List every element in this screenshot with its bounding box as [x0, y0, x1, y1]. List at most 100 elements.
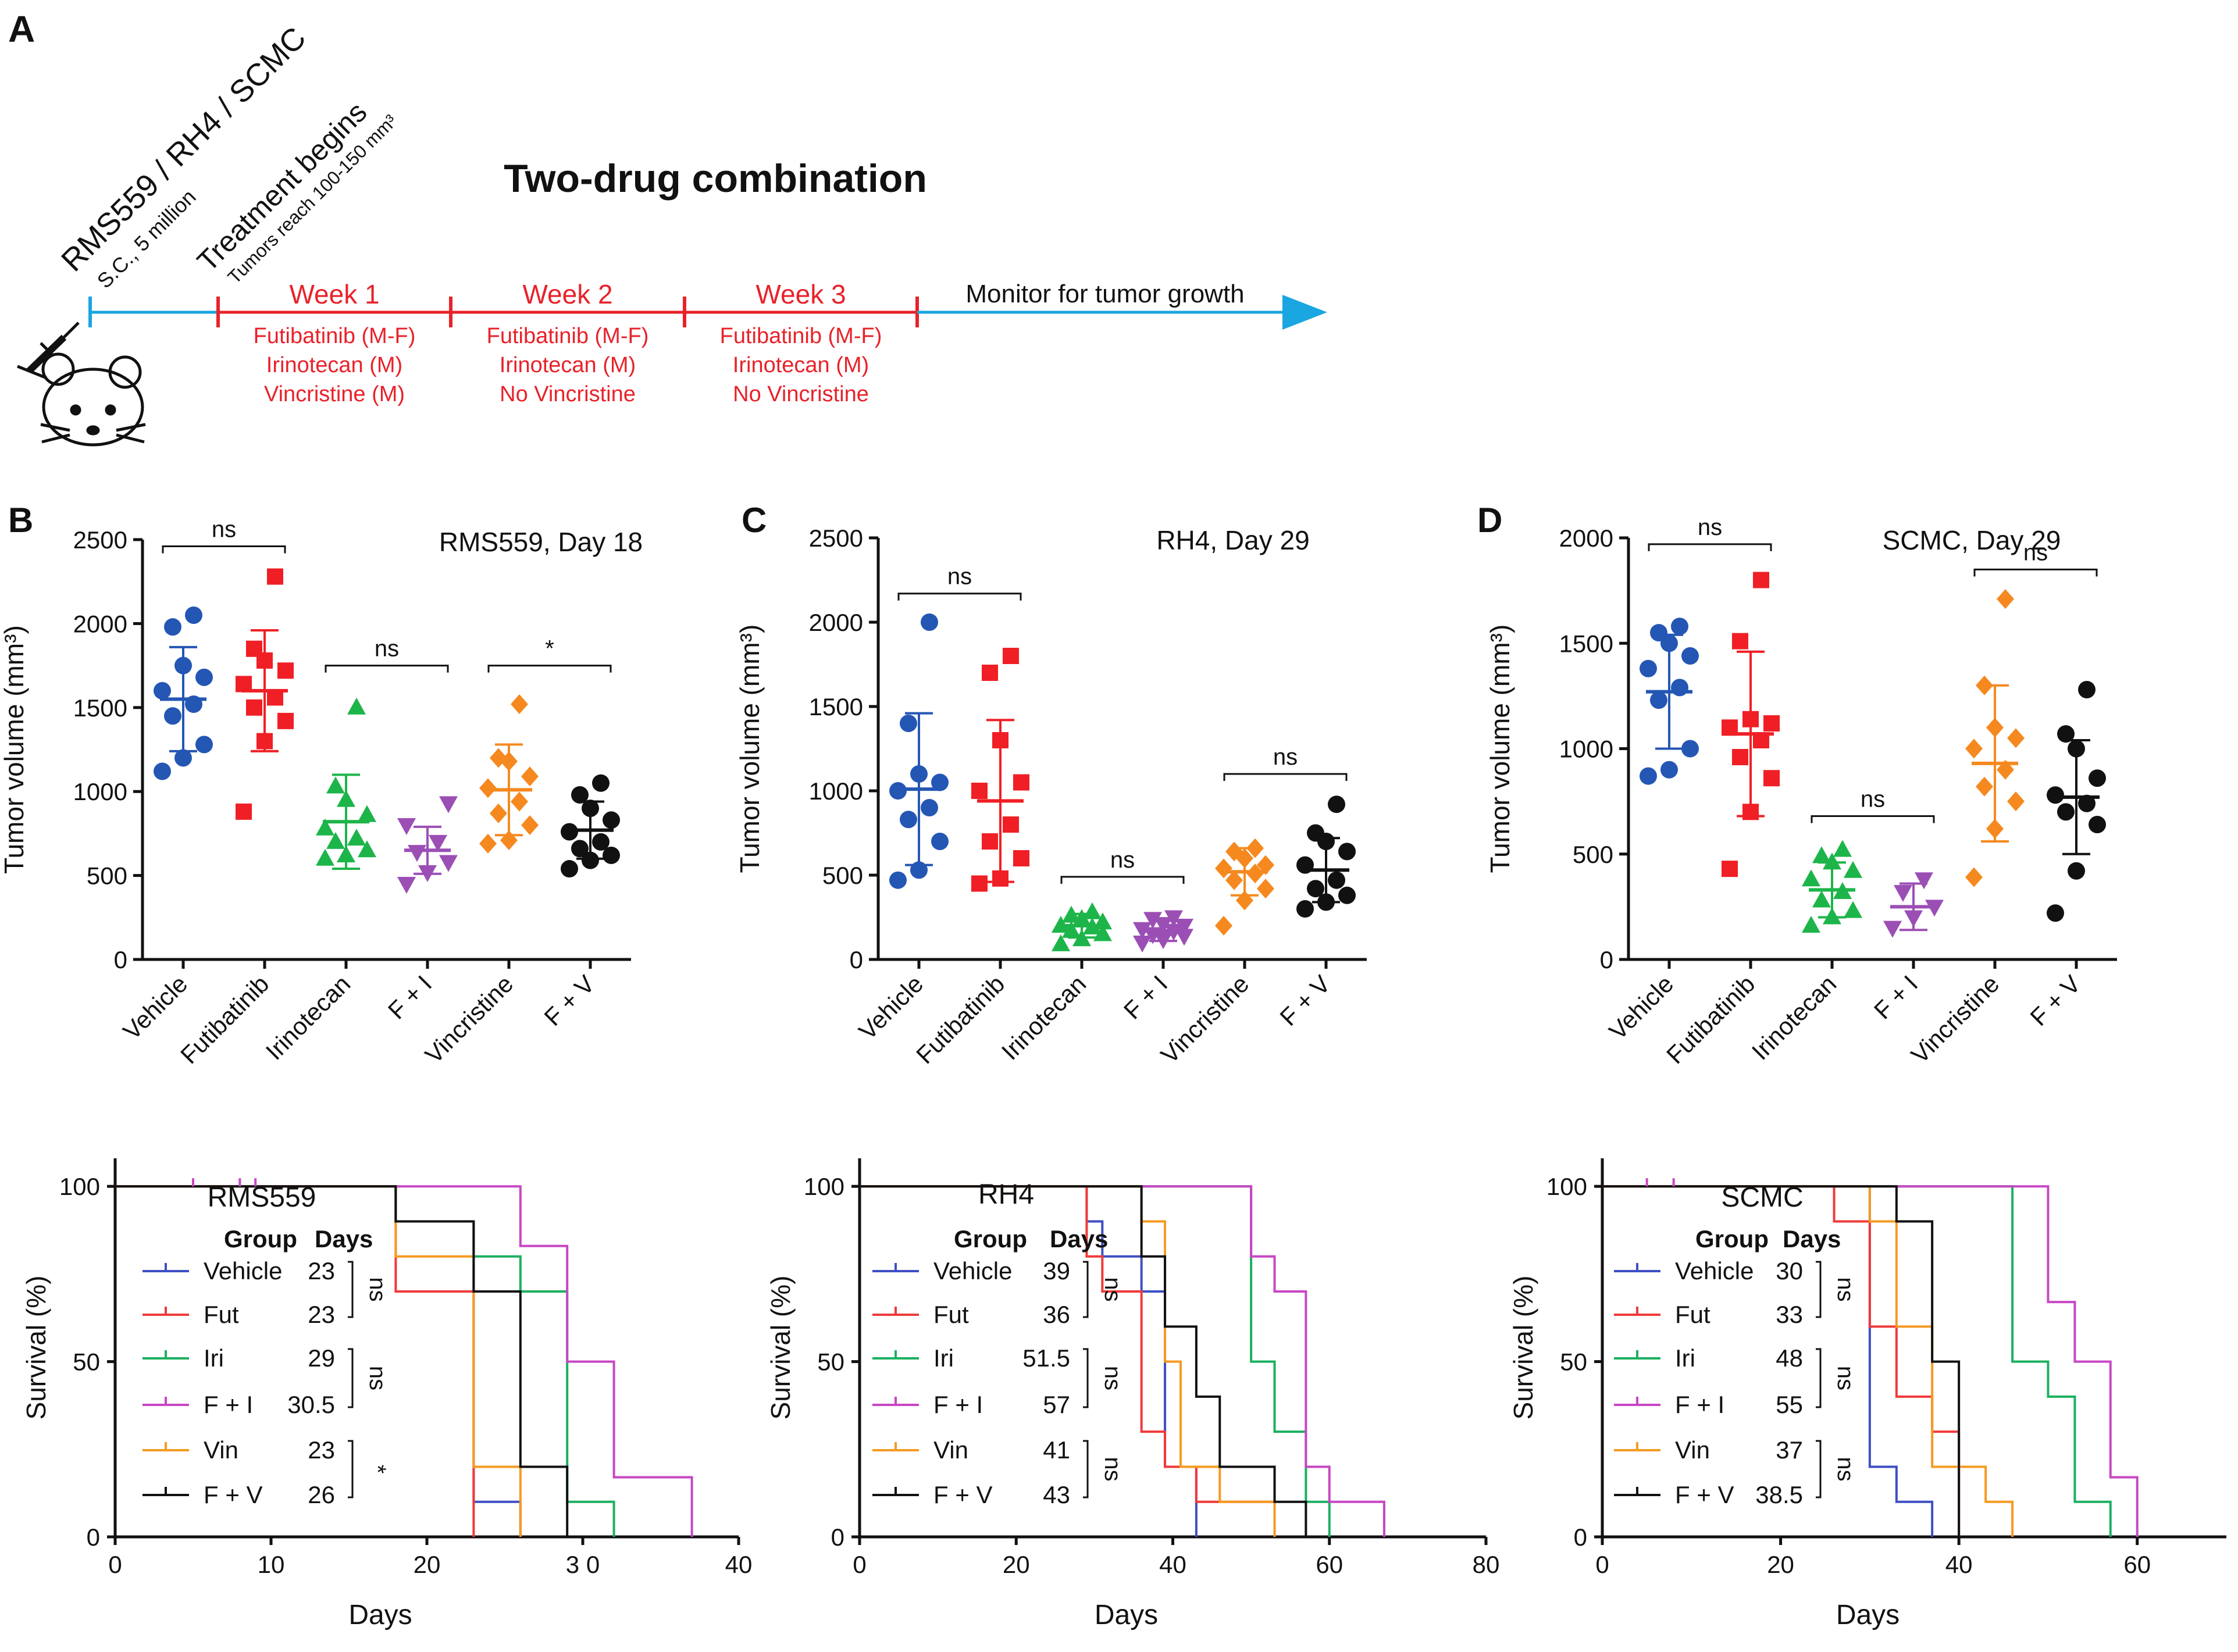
data-point	[1833, 840, 1852, 857]
x-tick-label: Vincristine	[420, 970, 519, 1069]
significance-label: ns	[375, 636, 399, 662]
data-point	[2007, 791, 2025, 812]
survival-curve	[1602, 1185, 2139, 1537]
significance-bracket	[1811, 815, 1935, 823]
legend-header-days: Days	[1783, 1225, 1841, 1253]
significance-bracket	[487, 665, 612, 673]
legend-group-label: Vehicle	[1675, 1257, 1754, 1285]
significance-label: ns	[1861, 787, 1885, 812]
y-axis-label: Survival (%)	[765, 1276, 796, 1420]
data-point	[1154, 932, 1173, 950]
data-point	[1257, 879, 1274, 899]
x-tick-label: Irinotecan	[996, 970, 1092, 1065]
significance-bracket	[897, 593, 1022, 601]
data-point	[571, 840, 589, 858]
data-point	[1671, 679, 1688, 697]
x-tick-label: Vehicle	[853, 970, 928, 1045]
data-point	[1681, 647, 1699, 665]
survival-curve	[1602, 1185, 2112, 1537]
data-point	[358, 805, 376, 822]
x-axis-label: Days	[1095, 1600, 1158, 1630]
data-point	[154, 682, 171, 700]
week3-drug-1: Futibatinib (M-F)	[720, 324, 882, 348]
survival-panel-rms559: 0 50 100 0 10 20 3 0 40 Days Survival (%) RMS559 Gr…	[21, 1158, 752, 1630]
week2-drug-2: Irinotecan (M)	[500, 353, 636, 377]
data-point	[1143, 912, 1162, 929]
y-axis-label: Tumor volume (mm³)	[1485, 625, 1515, 873]
data-point	[408, 845, 426, 862]
data-point	[571, 786, 589, 804]
y-axis-label: Survival (%)	[21, 1276, 51, 1420]
data-point	[1236, 890, 1253, 911]
x-tick-label: 80	[1473, 1551, 1500, 1578]
series-irinotecan	[1052, 902, 1112, 951]
legend-group-label: Fut	[1675, 1301, 1710, 1328]
data-point	[1062, 920, 1081, 938]
x-tick-label: 0	[108, 1551, 122, 1578]
data-point	[2089, 769, 2106, 787]
significance-bracket	[348, 1348, 354, 1408]
data-point	[256, 733, 273, 750]
data-point	[2047, 904, 2064, 922]
x-tick-label: 20	[1003, 1551, 1030, 1578]
data-point	[1307, 824, 1324, 842]
data-point	[1083, 902, 1102, 919]
data-point	[1742, 711, 1759, 727]
data-point	[1763, 770, 1780, 787]
legend-days-value: 23	[308, 1301, 335, 1328]
significance-bracket	[1060, 876, 1185, 884]
data-point	[511, 694, 528, 715]
data-point	[921, 613, 938, 631]
data-point	[1296, 900, 1314, 918]
legend-group-label: F + I	[204, 1391, 253, 1418]
scatter-title: RMS559, Day 18	[439, 527, 643, 557]
data-point	[1915, 872, 1933, 890]
data-point	[2078, 794, 2096, 812]
series-vincristine	[1215, 838, 1274, 936]
x-tick-label: Futibatinib	[1661, 970, 1760, 1069]
legend-days-value: 23	[308, 1257, 335, 1285]
significance-bracket	[325, 665, 449, 673]
legend-days-value: 33	[1776, 1301, 1803, 1328]
data-point	[971, 783, 988, 799]
x-tick-label: F + I	[1869, 970, 1923, 1024]
survival-curve	[860, 1185, 1385, 1537]
x-tick-label: Vincristine	[1906, 970, 2005, 1069]
data-point	[277, 712, 294, 729]
legend-days-value: 48	[1776, 1344, 1803, 1372]
data-point	[1154, 917, 1173, 934]
week1-drug-2: Irinotecan (M)	[266, 353, 402, 377]
data-point	[2007, 728, 2025, 748]
data-point	[316, 848, 334, 866]
data-point	[1175, 919, 1193, 936]
data-point	[397, 877, 416, 894]
y-tick-label: 1000	[73, 778, 127, 805]
data-point	[347, 697, 366, 715]
x-tick-label: Futibatinib	[911, 970, 1010, 1069]
x-tick-label: Irinotecan	[261, 970, 356, 1065]
y-axis-label: Tumor volume (mm³)	[735, 625, 765, 873]
data-point	[900, 715, 917, 732]
data-point	[418, 865, 437, 882]
data-point	[1052, 934, 1070, 951]
y-tick-label: 0	[1600, 946, 1613, 973]
monitor-arrow-head	[1282, 295, 1327, 330]
x-tick-label: 40	[725, 1551, 753, 1578]
significance-label: ns	[1833, 1277, 1858, 1301]
data-point	[1732, 633, 1748, 650]
survival-curve	[115, 1185, 569, 1537]
data-point	[1175, 929, 1193, 946]
data-point	[2078, 681, 2096, 698]
scatter-panels: B RMS559, Day 18 0 500 1000 1500 2000 2500 Tumor…	[0, 501, 2117, 1069]
week3-label: Week 3	[755, 279, 846, 309]
x-tick-label: 20	[1767, 1551, 1794, 1578]
data-point	[337, 845, 355, 862]
data-point	[1986, 819, 2004, 839]
legend-group-label: Vehicle	[933, 1257, 1012, 1285]
data-point	[1681, 740, 1699, 758]
x-tick-label: F + I	[383, 970, 437, 1024]
significance-label: ns	[1100, 1457, 1125, 1481]
legend-days-value: 30	[1776, 1257, 1803, 1285]
survival-title: RMS559	[208, 1182, 316, 1213]
